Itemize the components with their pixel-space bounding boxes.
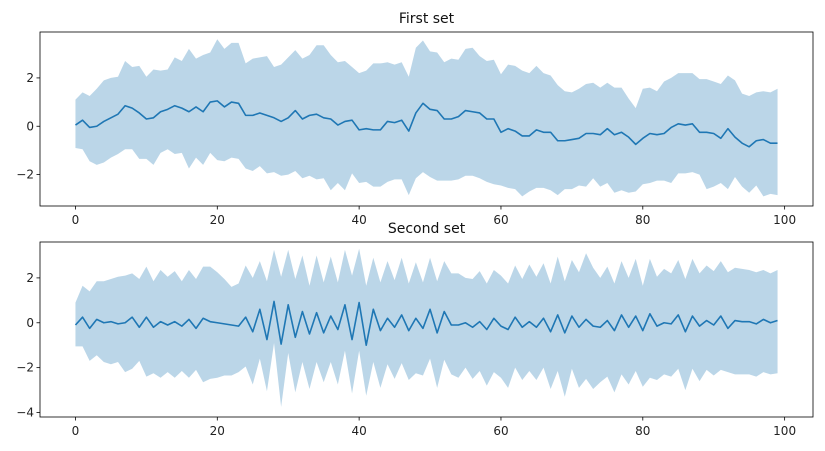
second-set-y-tick-label: 2 — [26, 271, 34, 285]
first-set-x-tick-label: 40 — [351, 213, 366, 227]
second-set-confidence-band — [75, 248, 778, 407]
first-set-x-tick-label: 80 — [635, 213, 650, 227]
first-set-y-ticks: −2 0 2 — [16, 71, 40, 182]
first-set-axes-frame — [39, 31, 814, 207]
first-set-y-tick-label: 0 — [26, 119, 34, 133]
second-set-mean-line — [74, 300, 778, 347]
second-set-x-tick-label: 60 — [493, 424, 508, 438]
second-set-panel: 0 20 40 60 80 100 −4 −2 0 2 Second set — [16, 221, 814, 438]
second-set-y-tick-label: 0 — [26, 316, 34, 330]
second-set-y-tick-label: −4 — [16, 406, 34, 420]
second-set-title: Second set — [388, 221, 466, 237]
first-set-x-tick-label: 60 — [493, 213, 508, 227]
first-set-confidence-band — [75, 39, 778, 197]
second-set-x-tick-label: 80 — [635, 424, 650, 438]
first-set-title: First set — [399, 11, 455, 27]
second-set-x-tick-label: 100 — [773, 424, 796, 438]
second-set-plot-area — [74, 248, 778, 407]
second-set-y-tick-label: −2 — [16, 361, 34, 375]
first-set-plot-area — [75, 39, 778, 197]
first-set-x-tick-label: 20 — [210, 213, 225, 227]
second-set-x-tick-label: 20 — [210, 424, 225, 438]
second-set-x-ticks: 0 20 40 60 80 100 — [72, 417, 796, 438]
second-set-x-tick-label: 0 — [72, 424, 80, 438]
first-set-y-tick-label: 2 — [26, 71, 34, 85]
second-set-axes-frame — [39, 241, 814, 418]
second-set-x-tick-label: 40 — [351, 424, 366, 438]
first-set-x-tick-label: 100 — [773, 213, 796, 227]
first-set-mean-line — [75, 100, 778, 148]
first-set-x-tick-label: 0 — [72, 213, 80, 227]
second-set-y-ticks: −4 −2 0 2 — [16, 271, 40, 420]
first-set-x-ticks: 0 20 40 60 80 100 — [72, 206, 796, 227]
first-set-panel: 0 20 40 60 80 100 −2 0 2 First set — [16, 11, 814, 227]
first-set-y-tick-label: −2 — [16, 168, 34, 182]
